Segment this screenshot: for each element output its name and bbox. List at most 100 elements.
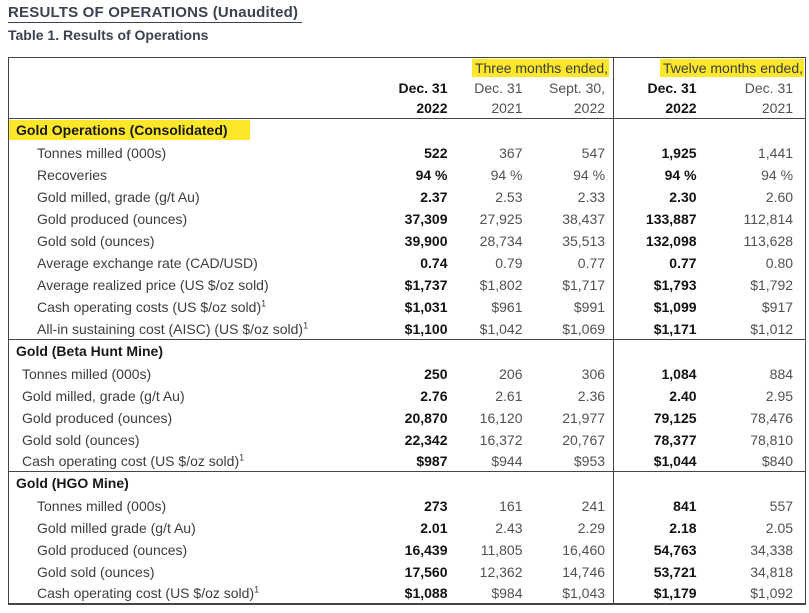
value-cell: 522 xyxy=(424,145,448,161)
value-cell: $991 xyxy=(573,299,606,315)
value-cell: 2.01 xyxy=(420,520,448,536)
value-cell: $984 xyxy=(491,585,523,601)
value-cell: 132,098 xyxy=(613,229,701,251)
value-cell: 250 xyxy=(424,365,448,382)
value-cell: 0.77 xyxy=(613,251,701,273)
row-label: Gold milled, grade (g/t Au) xyxy=(37,189,200,205)
data-row: Tonnes milled (000s) 273 161 241 841 557 xyxy=(9,494,806,516)
header-empty-cell xyxy=(9,58,389,79)
value-cell: 20,870 xyxy=(404,409,448,426)
col-header-year-4: 2022 xyxy=(613,98,701,119)
section-heading-text: Gold (HGO Mine) xyxy=(16,475,129,491)
col-header-year-1: 2022 xyxy=(388,98,452,119)
header-empty-cell xyxy=(9,78,389,98)
value-cell: 557 xyxy=(769,498,794,514)
data-row: Average realized price (US $/oz sold) $1,… xyxy=(9,273,806,295)
row-label: All-in sustaining cost (AISC) (US $/oz s… xyxy=(37,319,309,337)
value-cell: 79,125 xyxy=(613,405,701,428)
section-heading-text: Gold (Beta Hunt Mine) xyxy=(16,342,163,359)
col-header-date-1: Dec. 31 xyxy=(398,80,448,96)
value-cell: $1,802 xyxy=(479,277,523,293)
value-cell: 16,460 xyxy=(562,542,606,558)
value-cell: 78,476 xyxy=(750,409,794,426)
footnote-marker: 1 xyxy=(303,319,309,330)
value-cell: 35,513 xyxy=(562,233,606,249)
data-row: Gold milled, grade (g/t Au) 2.76 2.61 2.36 2… xyxy=(9,383,806,406)
value-cell: 112,814 xyxy=(743,211,794,227)
row-label: Average exchange rate (CAD/USD) xyxy=(37,255,258,271)
section-heading: Gold (HGO Mine) xyxy=(8,471,614,494)
data-row: Tonnes milled (000s) 250 206 306 1,084 884 xyxy=(9,361,806,384)
section-heading: Gold (Beta Hunt Mine) xyxy=(8,338,614,362)
row-label: Tonnes milled (000s) xyxy=(22,365,152,382)
value-cell: 841 xyxy=(613,494,701,516)
col-header-date-4: Dec. 31 xyxy=(613,78,701,98)
row-label: Tonnes milled (000s) xyxy=(37,145,167,161)
value-cell: 2.43 xyxy=(495,520,523,536)
value-cell: 2.95 xyxy=(765,387,794,404)
value-cell: $1,043 xyxy=(562,585,606,601)
value-cell: 113,628 xyxy=(743,233,794,249)
value-cell: 367 xyxy=(499,145,523,161)
value-cell: 2.76 xyxy=(420,387,448,404)
value-cell: $987 xyxy=(416,453,448,469)
data-row: Gold produced (ounces) 20,870 16,120 21,977… xyxy=(9,405,806,428)
value-cell: $1,179 xyxy=(613,582,701,604)
results-of-operations-table: Three months ended, Twelve months ended,… xyxy=(8,57,807,605)
section-heading-filler xyxy=(613,338,806,362)
value-cell: $840 xyxy=(761,453,794,469)
footnote-marker: 1 xyxy=(254,584,260,595)
footnote-marker: 1 xyxy=(261,298,267,309)
header-group-twelve-months: Twelve months ended, xyxy=(613,57,806,78)
value-cell: 133,887 xyxy=(613,207,701,229)
section-heading-filler xyxy=(613,118,806,141)
data-row: Gold produced (ounces) 16,439 11,805 16,460… xyxy=(9,538,806,560)
value-cell: $953 xyxy=(573,453,606,469)
section-heading-row: Gold (Beta Hunt Mine) xyxy=(8,338,806,362)
value-cell: 241 xyxy=(581,498,606,514)
twelve-months-ended-label: Twelve months ended, xyxy=(659,59,805,77)
value-cell: $1,717 xyxy=(562,277,606,293)
row-label: Gold sold (ounces) xyxy=(22,431,140,448)
value-cell: 0.77 xyxy=(577,255,606,271)
footnote-marker: 1 xyxy=(239,452,245,463)
col-header-year-2: 2021 xyxy=(451,98,527,119)
value-cell: $1,042 xyxy=(479,320,523,337)
data-row: All-in sustaining cost (AISC) (US $/oz s… xyxy=(9,317,806,339)
header-empty-cell xyxy=(8,98,389,119)
value-cell: 21,977 xyxy=(562,409,606,426)
section-heading-text: Gold Operations (Consolidated) xyxy=(9,120,250,140)
value-cell: 0.74 xyxy=(420,255,448,271)
value-cell: 2.29 xyxy=(577,520,606,536)
value-cell: 2.33 xyxy=(577,189,606,205)
value-cell: $1,171 xyxy=(613,317,701,339)
value-cell: $1,792 xyxy=(750,277,794,293)
value-cell: 0.80 xyxy=(765,255,794,271)
value-cell: $961 xyxy=(491,299,523,315)
value-cell: 14,746 xyxy=(562,564,606,580)
data-row: Gold milled, grade (g/t Au) 2.37 2.53 2.33 2… xyxy=(9,185,806,207)
header-year-row: 2022 2021 2022 2022 2021 xyxy=(8,98,806,119)
row-label: Gold produced (ounces) xyxy=(37,542,188,558)
value-cell: 2.36 xyxy=(577,387,606,404)
three-months-ended-label: Three months ended, xyxy=(471,59,610,77)
value-cell: 54,763 xyxy=(613,538,701,560)
value-cell: 2.05 xyxy=(765,520,794,536)
value-cell: 20,767 xyxy=(562,431,606,448)
value-cell: 1,441 xyxy=(757,145,794,161)
col-header-date-2: Dec. 31 xyxy=(474,80,523,96)
section-heading-row: Gold (HGO Mine) xyxy=(8,471,806,494)
col-header-year-5: 2021 xyxy=(700,98,806,119)
section-heading-row: Gold Operations (Consolidated) xyxy=(9,118,806,141)
value-cell: 161 xyxy=(499,498,523,514)
value-cell: 306 xyxy=(581,365,606,382)
data-row: Gold sold (ounces) 17,560 12,362 14,746 53,7… xyxy=(9,560,806,582)
data-row: Gold milled grade (g/t Au) 2.01 2.43 2.29 2.… xyxy=(9,516,806,538)
value-cell: $1,092 xyxy=(750,585,794,601)
value-cell: 28,734 xyxy=(479,233,523,249)
value-cell: 2.61 xyxy=(495,387,523,404)
value-cell: 11,805 xyxy=(480,542,523,558)
value-cell: 94 % xyxy=(490,167,523,183)
value-cell: 34,818 xyxy=(750,564,794,580)
value-cell: $1,044 xyxy=(613,449,701,472)
